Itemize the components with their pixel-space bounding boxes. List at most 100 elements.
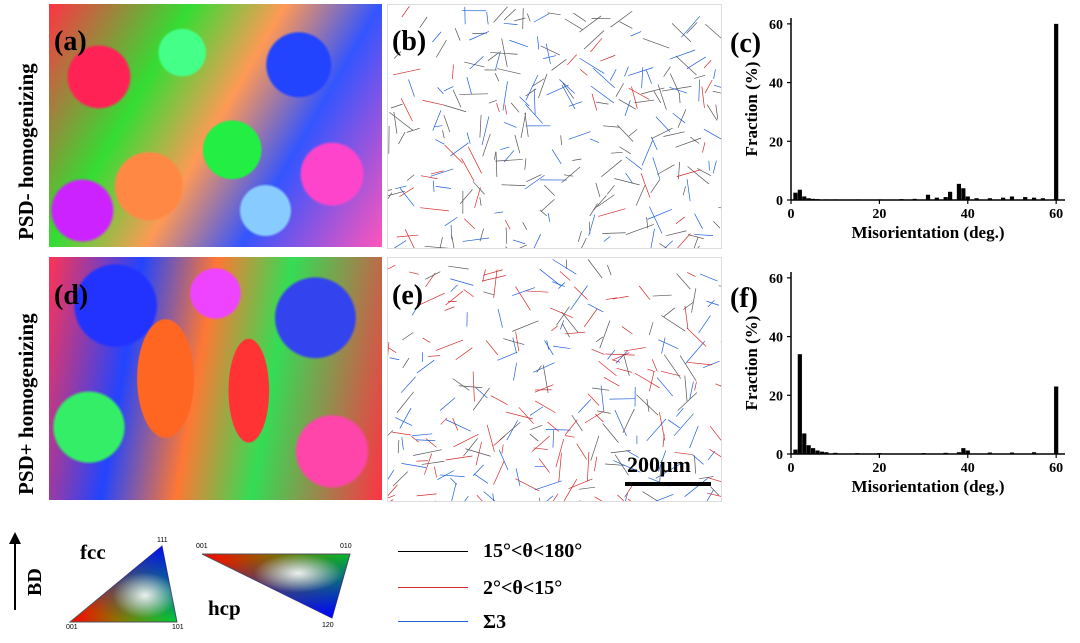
axes: 0 20 40 60 0 20 40 60 Misorientation (deg.) Fract… [742,18,1065,242]
row-label-psd-minus: PSD- homogenizing [14,63,38,240]
hcp-ipf-triangle [201,553,351,619]
histogram-bar [824,452,829,454]
histogram-bar [1009,196,1015,200]
fcc-corner-101: 101 [172,624,184,631]
y-tick-label: 0 [776,448,783,463]
bd-arrow [14,540,16,610]
boundary-map-e [387,257,722,502]
histogram-bar [1031,452,1037,454]
x-tick-label: 20 [872,461,886,476]
x-axis-label: Misorientation (deg.) [852,223,1005,242]
histogram-c: 0 20 40 60 0 20 40 60 Misorientation (deg.) Fract… [725,8,1075,253]
histogram-bar [925,194,931,200]
histogram-bar [793,192,798,200]
histogram-bar [833,452,838,454]
panel-label-e: (e) [392,280,424,311]
histogram-bar [921,453,926,454]
y-tick-label: 20 [769,389,783,404]
fcc-label: fcc [80,540,106,564]
histogram-f: 0 20 40 60 0 20 40 60 Misorientation (deg.) Fract… [725,262,1075,498]
histogram-bar [810,448,816,454]
hcp-corner-001: 001 [196,543,208,550]
histogram-bar [1009,452,1015,454]
histogram-bar [877,199,882,200]
histogram-bar [987,198,992,200]
histogram-bar [974,198,979,200]
histogram-bar [934,197,939,200]
axes: 0 20 40 60 0 20 40 60 Misorientation (deg.) Fract… [742,272,1065,496]
histogram-bar [1040,198,1046,200]
y-axis-label: Fraction (%) [742,316,761,411]
row-label-psd-plus: PSD+ homogenizing [14,313,38,495]
histogram-bar [965,450,970,454]
histogram-bar [899,199,904,200]
histogram-bar [819,451,825,454]
histogram-bar [802,433,807,454]
histogram-bar [1031,197,1037,200]
histogram-bar [806,445,811,454]
x-tick-label: 40 [961,461,975,476]
x-tick-label: 0 [788,207,795,222]
histogram-c-svg: 0 20 40 60 0 20 40 60 Misorientation (deg.) Fract… [742,18,1065,242]
x-axis-label: Misorientation (deg.) [852,477,1005,496]
histogram-bar [912,198,917,200]
histogram-bar [947,191,953,200]
panel-label-b: (b) [392,26,427,57]
hcp-corner-120: 120 [322,622,334,629]
hcp-corner-010: 010 [340,543,352,550]
histogram-bar [793,449,798,454]
legend-line-hagb [398,551,468,552]
histogram-bar [1023,197,1028,200]
histogram-bar [1054,23,1059,200]
y-tick-label: 0 [776,194,783,209]
x-tick-label: 40 [961,207,975,222]
histogram-bar [943,452,948,454]
histogram-bar [965,196,970,200]
legend-line-sigma3 [398,621,468,622]
histogram-f-svg: 0 20 40 60 0 20 40 60 Misorientation (deg.) Fract… [742,272,1065,496]
legend-line-lagb [398,587,468,588]
boundary-map-b [387,4,722,249]
x-tick-label: 60 [1049,207,1063,222]
panel-label-a: (a) [54,26,87,57]
bd-label: BD [24,568,46,596]
bd-arrow-head [9,532,21,544]
y-axis-label: Fraction (%) [742,62,761,157]
histogram-bar [961,188,966,200]
histogram-bar [806,198,811,200]
histogram-bar [797,354,802,454]
histogram-bar [956,452,962,454]
legend-text-hagb: 15°<θ<180° [483,540,583,562]
histogram-bar [833,199,838,200]
histogram-bar [815,199,820,200]
fcc-corner-111: 111 [157,537,168,544]
y-tick-label: 40 [769,77,783,92]
y-tick-label: 40 [769,331,783,346]
y-tick-label: 60 [769,272,783,287]
panel-label-d: (d) [54,280,89,311]
x-tick-label: 60 [1049,461,1063,476]
histogram-bar [855,453,860,454]
boundary-network [388,259,721,501]
histogram-bar [815,450,820,454]
boundary-network [388,6,721,248]
histogram-bar [802,196,807,200]
y-tick-label: 60 [769,18,783,33]
histogram-bar [855,199,860,200]
legend-text-sigma3: Σ3 [483,611,507,633]
boundary-lines-b [388,6,721,248]
y-tick-label: 20 [769,135,783,150]
x-tick-label: 20 [872,207,886,222]
x-tick-label: 0 [788,461,795,476]
panel-label-f: (f) [730,283,758,314]
scale-bar [625,482,711,486]
legend-text-lagb: 2°<θ<15° [483,577,563,599]
ipf-map-d [49,257,382,500]
fcc-ipf-triangle [68,545,178,623]
histogram-bar [1001,197,1006,200]
ipf-map-a [49,4,382,247]
boundary-lines-e [388,259,721,501]
histogram-bar [956,183,962,200]
histogram-bar [1054,386,1059,454]
scale-bar-label: 200μm [627,452,691,477]
